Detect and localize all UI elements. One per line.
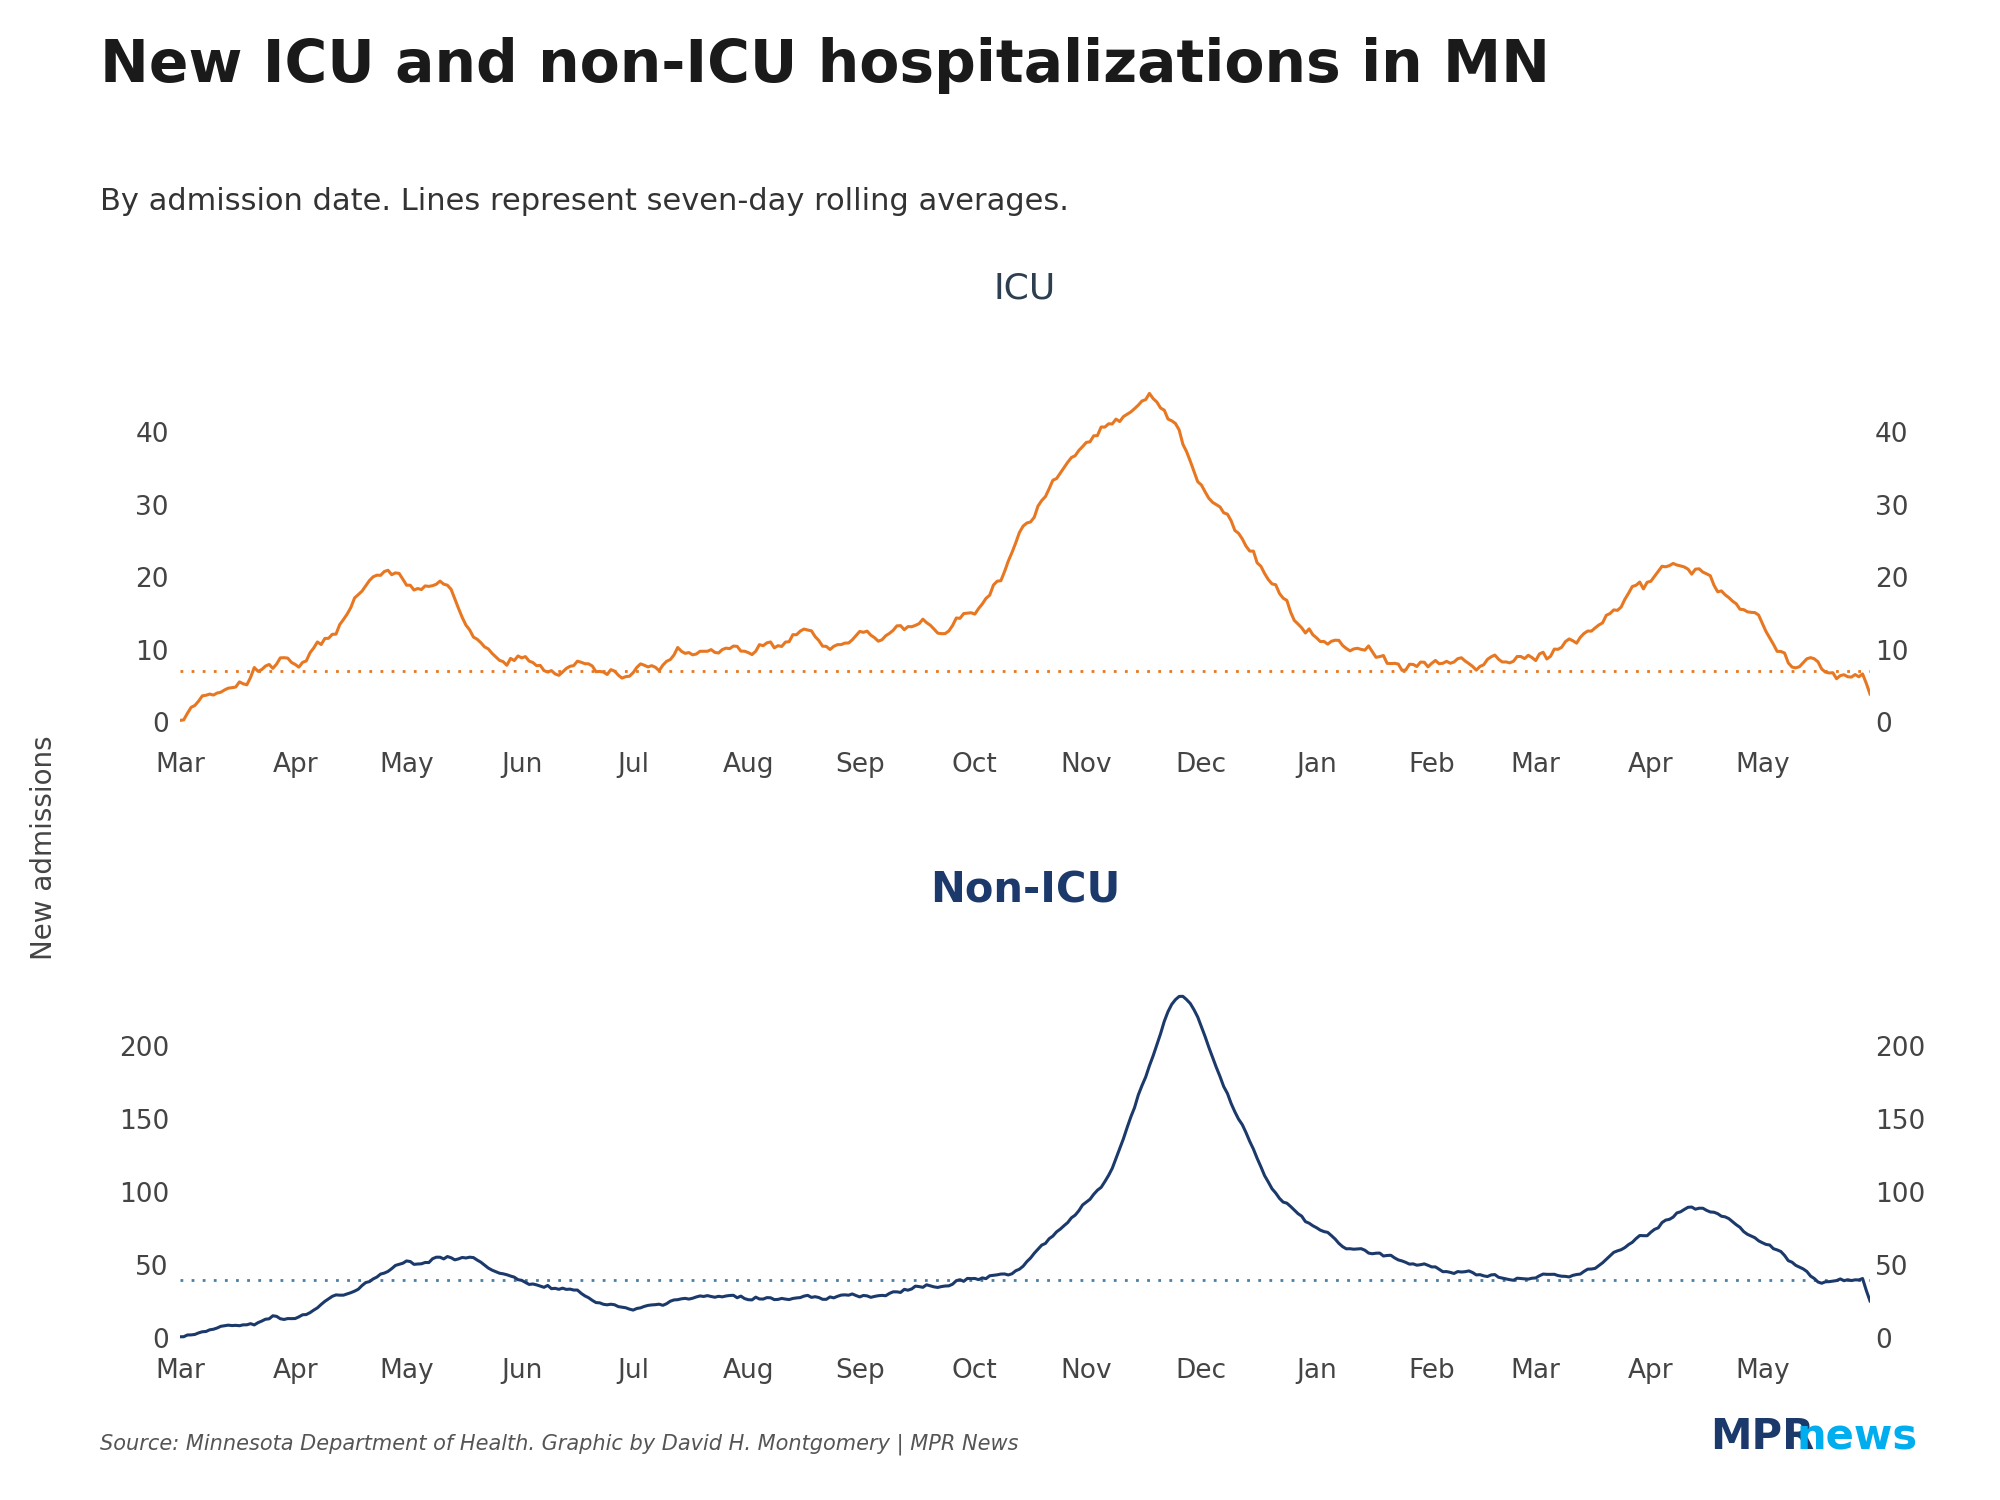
Text: ICU: ICU	[994, 272, 1056, 304]
Text: Source: Minnesota Department of Health. Graphic by David H. Montgomery | MPR New: Source: Minnesota Department of Health. …	[100, 1434, 1018, 1455]
Text: New admissions: New admissions	[30, 735, 58, 960]
Text: By admission date. Lines represent seven-day rolling averages.: By admission date. Lines represent seven…	[100, 188, 1068, 216]
Text: New ICU and non-ICU hospitalizations in MN: New ICU and non-ICU hospitalizations in …	[100, 38, 1550, 94]
Text: news: news	[1796, 1416, 1918, 1458]
Text: Non-ICU: Non-ICU	[930, 870, 1120, 912]
Text: MPR: MPR	[1710, 1416, 1814, 1458]
